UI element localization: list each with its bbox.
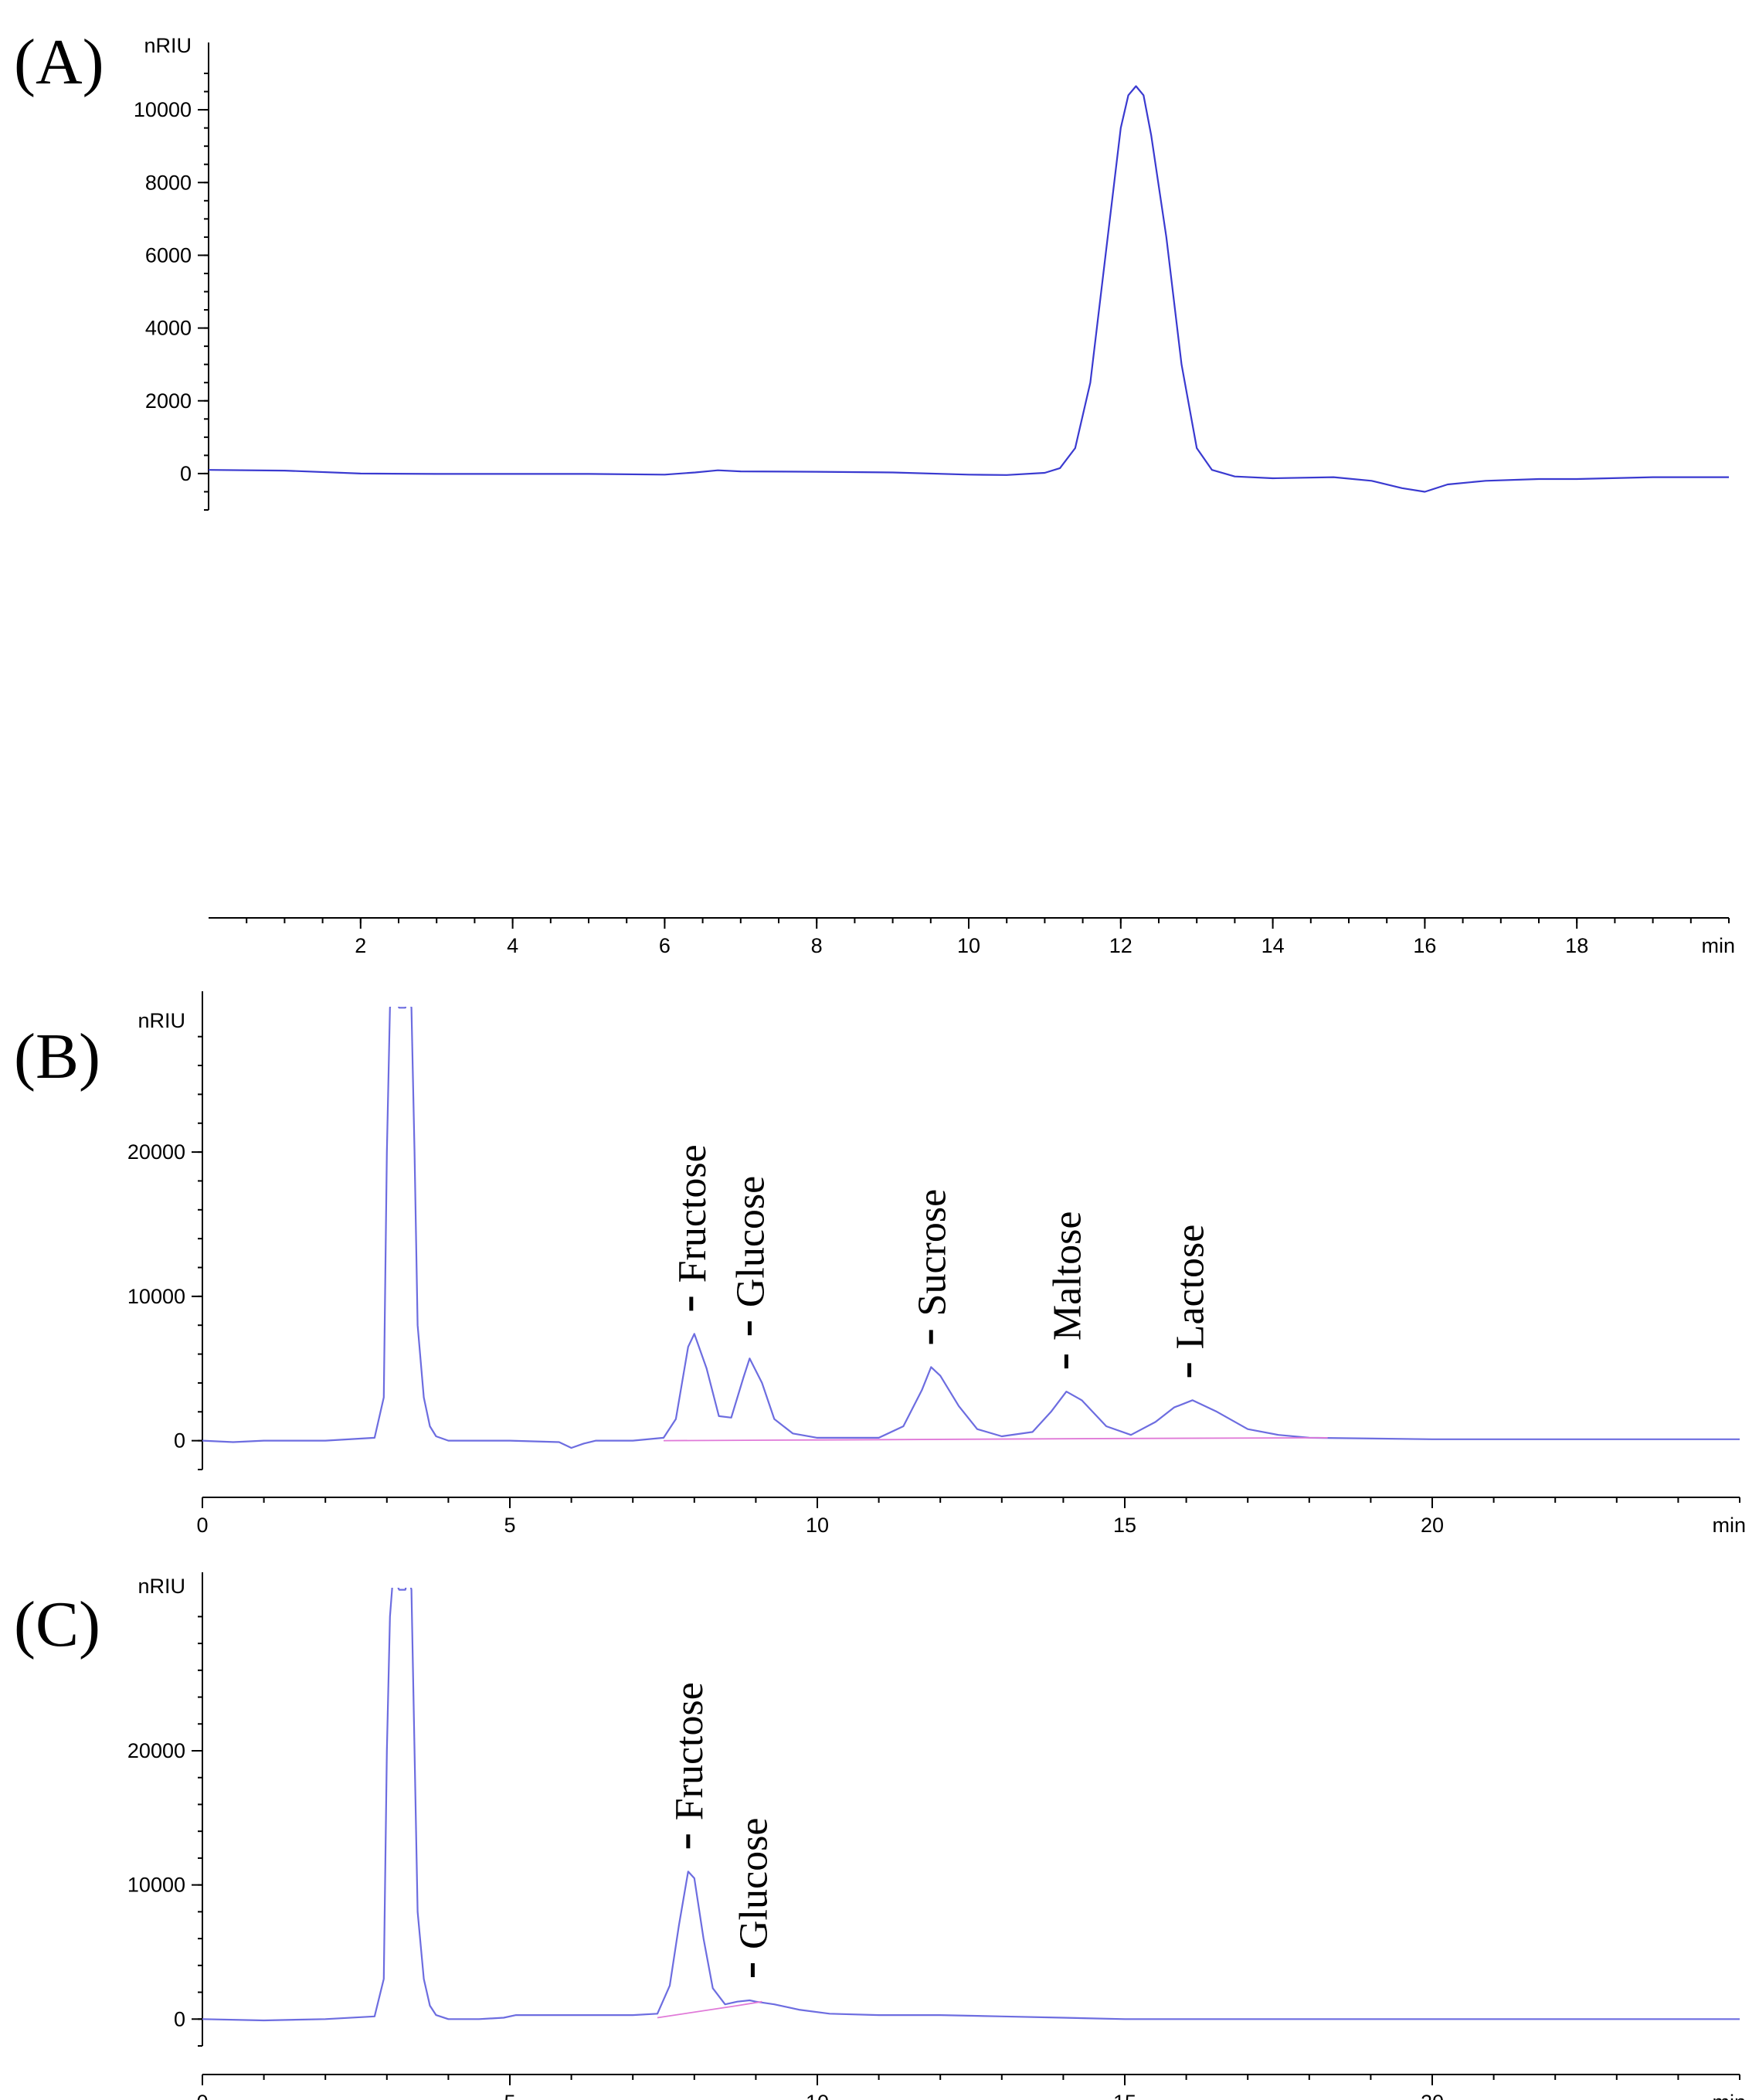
y-tick-label: 8000 (145, 171, 192, 194)
chromatogram-trace (202, 1007, 1740, 1449)
y-tick-label: 20000 (127, 1739, 185, 1762)
panel-label: (B) (14, 1021, 100, 1092)
x-tick-label: 6 (659, 934, 671, 957)
x-tick-label: 20 (1421, 1514, 1444, 1537)
peak-label-maltose: Maltose (1045, 1211, 1089, 1341)
y-tick-label: 10000 (127, 1285, 185, 1308)
x-tick-label: 10 (957, 934, 980, 957)
x-tick-label: 5 (504, 2091, 515, 2100)
chromatogram-trace (202, 1588, 1740, 2022)
y-tick-label: 4000 (145, 317, 192, 340)
x-tick-label: 15 (1113, 2091, 1136, 2100)
peak-label-sucrose: Sucrose (910, 1189, 954, 1317)
x-unit-label: min (1712, 2091, 1746, 2100)
integration-baseline (663, 1437, 1328, 1442)
x-tick-label: 15 (1113, 1514, 1136, 1537)
chromatogram-trace (209, 85, 1729, 493)
peak-label-glucose: Glucose (728, 1176, 773, 1307)
peak-label-glucose: Glucose (732, 1818, 776, 1949)
x-tick-label: 0 (196, 2091, 208, 2100)
peak-label-fructose: Fructose (667, 1682, 711, 1820)
panel-a: (A) nRIU 0 2000 4000 6000 8000 10000 2 4 6 8 10 12 14 1… (14, 26, 1735, 957)
x-tick-label: 5 (504, 1514, 515, 1537)
y-tick-label: 0 (174, 2007, 185, 2030)
panel-b: (B) nRIU 0 10000 20000 0 5 10 15 20 min Fructose Glu… (14, 991, 1746, 1537)
y-unit-label: nRIU (138, 1009, 185, 1032)
y-unit-label: nRIU (144, 34, 192, 57)
x-tick-label: 4 (507, 934, 518, 957)
x-tick-label: 8 (811, 934, 823, 957)
x-tick-label: 20 (1421, 2091, 1444, 2100)
y-tick-label: 20000 (127, 1140, 185, 1164)
x-tick-label: 10 (806, 1514, 829, 1537)
y-tick-label: 0 (180, 462, 192, 485)
y-tick-label: 10000 (134, 98, 192, 121)
x-tick-label: 12 (1109, 934, 1132, 957)
x-tick-label: 2 (355, 934, 366, 957)
peak-label-fructose: Fructose (671, 1144, 715, 1283)
y-tick-label: 0 (174, 1429, 185, 1453)
y-tick-label: 10000 (127, 1874, 185, 1897)
integration-baseline (657, 2000, 762, 2019)
y-unit-label: nRIU (138, 1575, 185, 1598)
y-tick-label: 2000 (145, 389, 192, 413)
x-tick-label: 18 (1565, 934, 1588, 957)
x-unit-label: min (1701, 934, 1735, 957)
x-tick-label: 10 (806, 2091, 829, 2100)
x-tick-label: 16 (1413, 934, 1436, 957)
y-tick-label: 6000 (145, 243, 192, 267)
panel-label: (C) (14, 1589, 100, 1660)
peak-label-lactose: Lactose (1169, 1225, 1213, 1350)
panel-label: (A) (14, 26, 104, 98)
x-tick-label: 14 (1262, 934, 1285, 957)
panel-c: (C) nRIU 0 10000 20000 0 5 10 15 20 min Fructose Glu… (14, 1572, 1746, 2100)
x-tick-label: 0 (196, 1514, 208, 1537)
x-unit-label: min (1712, 1514, 1746, 1537)
